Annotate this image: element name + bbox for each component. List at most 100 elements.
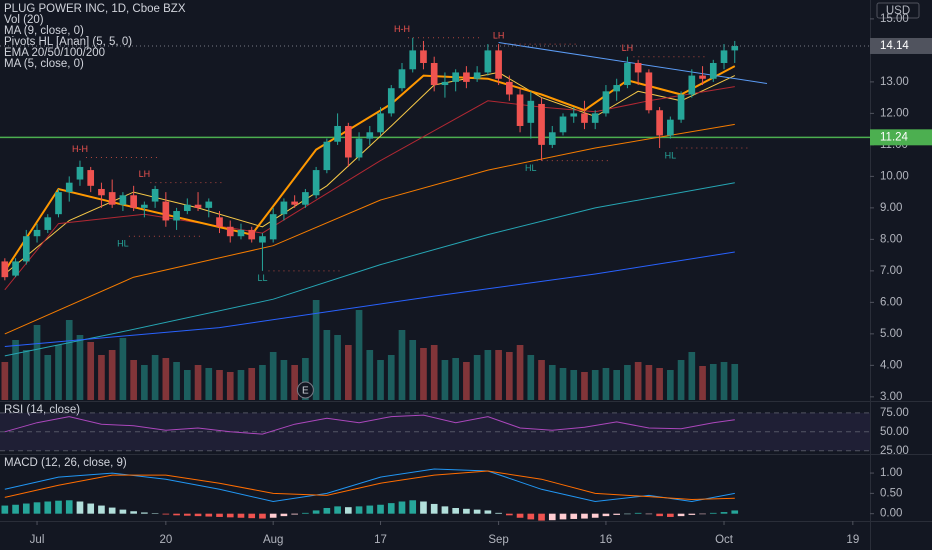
pivot-label: HL — [117, 239, 129, 249]
volume-bar — [570, 370, 578, 400]
y-tick-label: 13.00 — [880, 76, 909, 88]
macd-histogram-bar — [323, 508, 331, 514]
volume-bar — [98, 355, 105, 400]
currency-box — [876, 2, 920, 19]
x-tick-label: Sep — [488, 534, 508, 546]
macd-histogram-bar — [226, 513, 234, 518]
volume-bar — [226, 372, 234, 400]
candle-body — [548, 132, 556, 145]
pivot-label: H-H — [72, 144, 88, 154]
macd-histogram-bar — [452, 508, 459, 514]
volume-bar — [87, 342, 95, 400]
candle-body — [248, 229, 256, 240]
macd-histogram-bar — [183, 513, 191, 516]
volume-bar — [495, 350, 502, 400]
volume-bar — [420, 348, 427, 400]
currency: USD — [886, 5, 910, 17]
macd-histogram-bar — [344, 507, 352, 514]
rsi-label: RSI (14, close) — [4, 404, 80, 416]
volume-bar — [151, 355, 159, 400]
volume-bar — [688, 352, 696, 400]
macd-histogram-bar — [667, 513, 674, 517]
macd-histogram-bar — [720, 512, 728, 514]
candle-body — [12, 261, 19, 276]
pivot-label: LH — [139, 169, 151, 179]
volume-bar — [613, 370, 621, 400]
volume-bar — [624, 365, 631, 400]
volume-bar — [634, 362, 642, 400]
overlay-line — [4, 123, 735, 335]
y-tick-label: 4.00 — [880, 359, 902, 371]
volume-bar — [141, 365, 148, 400]
candle-body — [656, 110, 663, 136]
legend-entry: MA (9, close, 0) — [4, 25, 84, 37]
y-tick-label: 7.00 — [880, 265, 902, 277]
earnings-label: E — [302, 386, 309, 397]
candle-body — [699, 75, 706, 79]
candle-body — [538, 103, 545, 145]
pivot-label: H-H — [394, 24, 410, 34]
macd-histogram-bar — [602, 513, 610, 517]
macd-histogram-bar — [269, 513, 277, 518]
y-tick-label: 10.00 — [880, 170, 909, 182]
volume-bar — [12, 340, 19, 400]
macd-histogram-bar — [656, 513, 663, 517]
macd-histogram-bar — [709, 512, 717, 514]
macd-histogram-bar — [688, 513, 696, 515]
x-tick-label: Oct — [715, 534, 734, 546]
overlay-line — [4, 182, 735, 357]
candle-body — [108, 192, 116, 205]
candle-body — [441, 81, 449, 86]
macd-line — [4, 470, 735, 501]
candle-body — [430, 62, 438, 86]
last-price-label: 14.14 — [880, 40, 909, 52]
macd-histogram-bar — [430, 503, 438, 514]
macd-histogram-bar — [624, 513, 631, 515]
volume-bar — [55, 345, 62, 400]
macd-histogram-bar — [591, 513, 599, 518]
macd-histogram-bar — [87, 503, 95, 514]
volume-bar — [259, 365, 266, 400]
volume-bar — [162, 358, 170, 400]
trend-line — [498, 42, 768, 84]
macd-histogram-bar — [581, 513, 588, 519]
volume-bar — [667, 370, 674, 400]
y-tick-label: 6.00 — [880, 296, 902, 308]
candle-body — [463, 72, 470, 82]
macd-histogram-bar — [76, 501, 84, 514]
volume-bar — [44, 355, 52, 400]
macd-tick-label: 1.00 — [880, 467, 902, 479]
candle-body — [194, 204, 202, 208]
candle-body — [98, 188, 105, 196]
candle-body — [516, 94, 524, 126]
macd-histogram-bar — [205, 513, 213, 517]
volume-bar — [344, 345, 352, 400]
volume-bar — [731, 364, 739, 400]
pivot-label: HL — [665, 150, 677, 160]
macd-histogram-bar — [151, 513, 159, 514]
candle-body — [162, 201, 170, 221]
macd-histogram-bar — [484, 510, 492, 514]
volume-bar — [409, 340, 417, 400]
macd-histogram-bar — [130, 511, 137, 514]
legend-entry: Pivots HL [Anan] (5, 5, 0) — [4, 36, 132, 48]
pivot-label: LH — [622, 43, 634, 53]
candle-body — [613, 85, 621, 92]
candle-body — [312, 170, 320, 196]
volume-bar — [291, 365, 298, 400]
macd-histogram-bar — [291, 513, 298, 515]
level-tag — [870, 129, 932, 146]
volume-bar — [645, 365, 653, 400]
rsi-line — [4, 414, 735, 435]
macd-histogram-bar — [398, 501, 406, 514]
volume-bar — [559, 368, 567, 400]
candle-body — [677, 94, 685, 120]
macd-histogram-bar — [495, 512, 502, 514]
macd-histogram-bar — [420, 501, 427, 514]
x-tick-label: 17 — [374, 534, 387, 546]
macd-histogram-bar — [98, 505, 105, 514]
y-tick-label: 12.00 — [880, 107, 909, 119]
